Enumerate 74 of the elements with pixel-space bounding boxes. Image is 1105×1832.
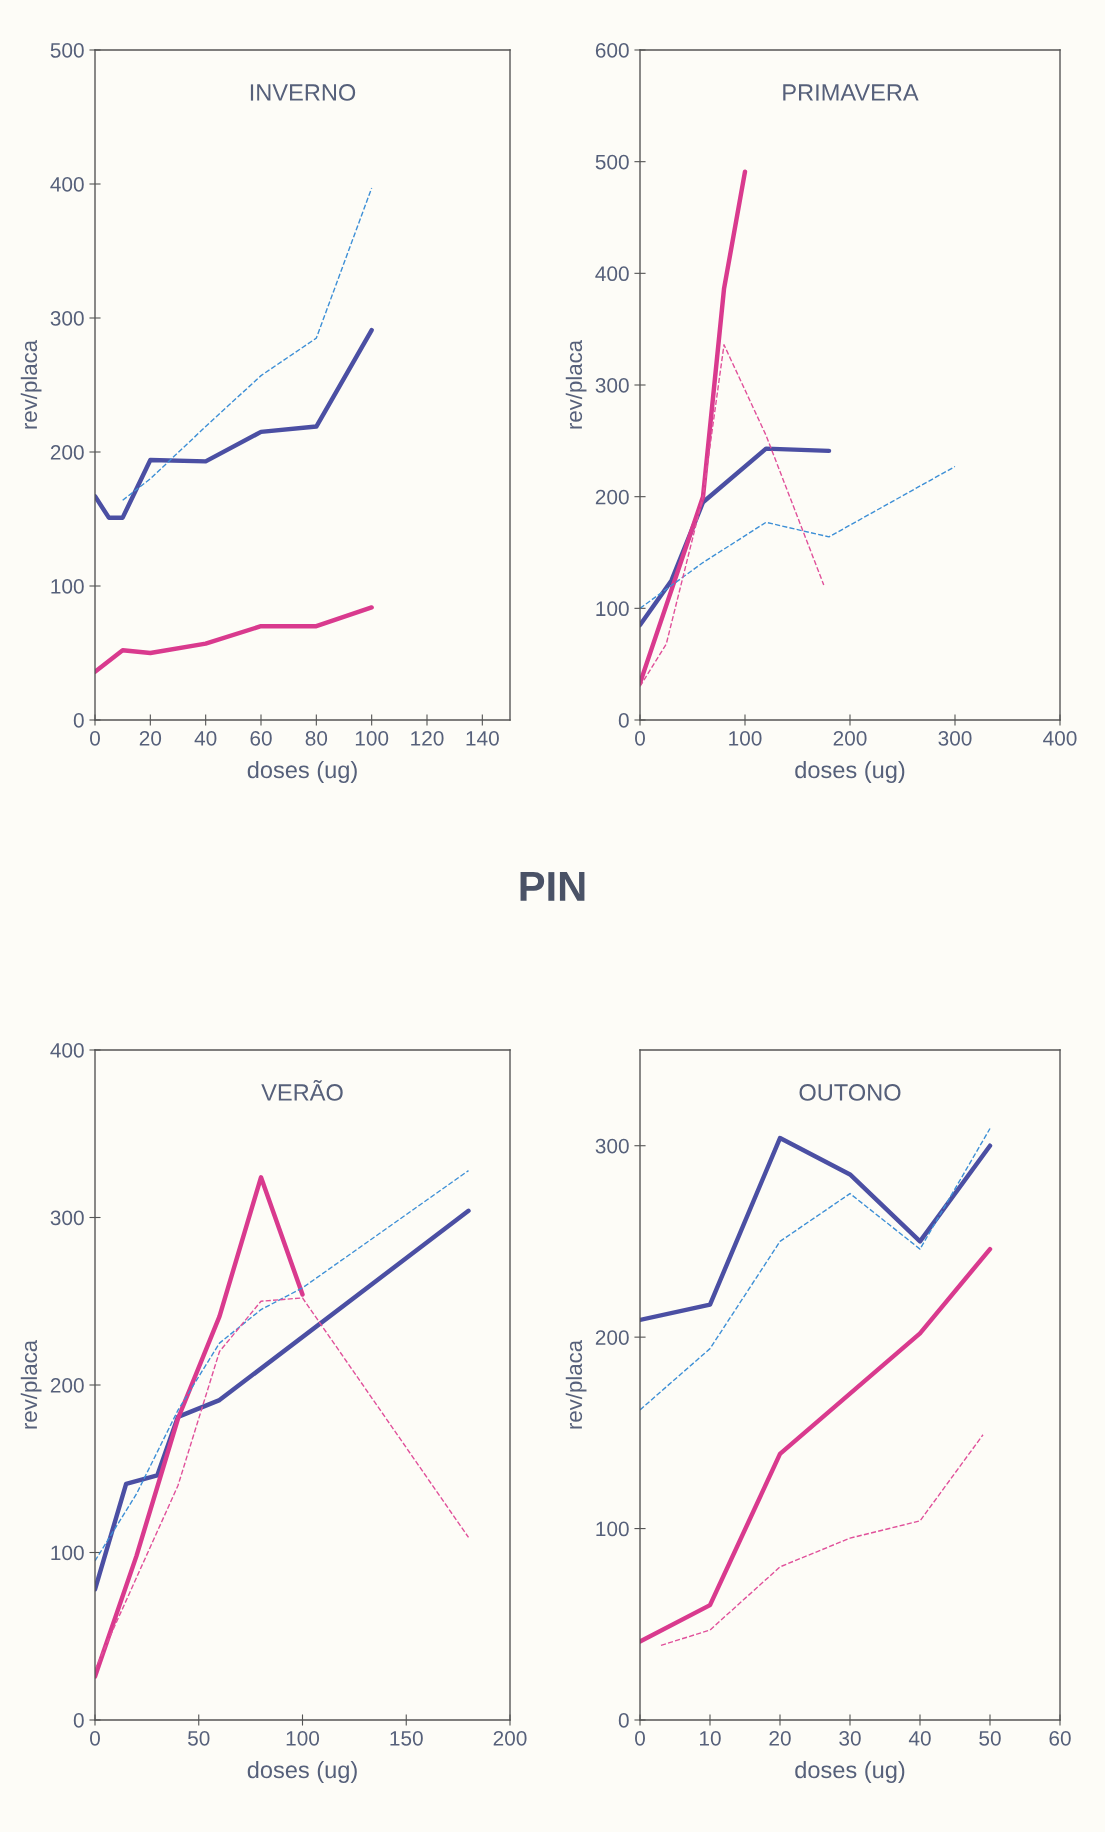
y-axis-title: rev/placa xyxy=(20,339,42,429)
y-tick-label: 100 xyxy=(596,1521,629,1537)
y-tick-label: 400 xyxy=(50,177,84,192)
line-series xyxy=(95,1297,470,1671)
line-series xyxy=(121,187,373,501)
y-axis-title: rev/placa xyxy=(565,339,587,429)
x-tick-label: 20 xyxy=(769,1730,791,1746)
line-series xyxy=(640,1127,991,1411)
x-tick-label: 140 xyxy=(466,730,499,746)
line-series xyxy=(95,605,374,674)
x-tick-label: 100 xyxy=(729,730,762,746)
x-tick-label: 40 xyxy=(908,1730,931,1746)
y-tick-label: 300 xyxy=(595,378,629,393)
line-series xyxy=(640,344,825,688)
line-series xyxy=(95,327,374,520)
x-tick-label: 0 xyxy=(90,1730,100,1746)
x-tick-label: 20 xyxy=(139,730,162,746)
text: PRIMAVERA xyxy=(783,84,919,101)
y-tick-label: 400 xyxy=(595,266,629,282)
y-tick-label: 600 xyxy=(595,43,629,58)
y-tick-label: 0 xyxy=(618,1713,629,1728)
x-tick-label: 60 xyxy=(1049,1730,1071,1746)
y-tick-label: 0 xyxy=(73,1713,84,1728)
line-series xyxy=(95,1169,470,1562)
line-series xyxy=(640,465,956,610)
line-series xyxy=(640,169,748,686)
y-axis-title: rev/placa xyxy=(20,1339,42,1429)
y-tick-label: 100 xyxy=(51,579,84,594)
line-series xyxy=(660,1434,984,1647)
line-series xyxy=(95,1208,471,1592)
text: INVERNO xyxy=(250,84,356,101)
x-tick-label: 40 xyxy=(194,730,217,746)
text: VERÃO xyxy=(261,1079,343,1101)
line-series xyxy=(640,1135,993,1323)
y-tick-label: 200 xyxy=(595,1330,629,1345)
y-tick-label: 400 xyxy=(50,1043,84,1058)
y-tick-label: 500 xyxy=(50,43,84,58)
y-tick-label: 100 xyxy=(51,1545,84,1561)
y-tick-label: 500 xyxy=(595,154,629,170)
y-axis-title: rev/placa xyxy=(565,1339,587,1429)
x-tick-label: 400 xyxy=(1043,730,1077,746)
x-tick-label: 60 xyxy=(250,730,272,746)
x-tick-label: 100 xyxy=(286,1730,320,1746)
x-axis-title: doses (ug) xyxy=(795,1760,905,1783)
y-tick-label: 200 xyxy=(595,489,629,505)
x-tick-label: 100 xyxy=(355,730,389,746)
x-axis-title: doses (ug) xyxy=(795,760,905,783)
text: OUTONO xyxy=(799,1084,901,1101)
y-tick-label: 200 xyxy=(50,445,84,460)
y-tick-label: 300 xyxy=(50,311,84,326)
x-tick-label: 0 xyxy=(635,1730,645,1746)
x-tick-label: 150 xyxy=(390,1730,423,1746)
x-tick-label: 200 xyxy=(493,1730,527,1746)
x-tick-label: 80 xyxy=(305,730,328,746)
y-tick-label: 300 xyxy=(50,1210,84,1226)
y-tick-label: 300 xyxy=(595,1138,629,1154)
x-tick-label: 120 xyxy=(411,730,444,746)
x-tick-label: 200 xyxy=(833,730,867,746)
x-tick-label: 50 xyxy=(979,1730,1001,1746)
y-tick-label: 0 xyxy=(73,713,84,728)
x-tick-label: 30 xyxy=(839,1730,861,1746)
line-series xyxy=(95,1175,305,1679)
text: PIN xyxy=(520,872,585,901)
x-tick-label: 50 xyxy=(188,1730,210,1746)
x-axis-title: doses (ug) xyxy=(247,1760,357,1783)
line-series xyxy=(640,1246,993,1644)
x-tick-label: 0 xyxy=(90,730,100,746)
x-tick-label: 10 xyxy=(700,1730,721,1746)
y-tick-label: 100 xyxy=(596,601,629,617)
x-tick-label: 300 xyxy=(938,730,972,746)
y-tick-label: 200 xyxy=(50,1378,84,1393)
y-tick-label: 0 xyxy=(618,713,629,728)
x-tick-label: 0 xyxy=(635,730,645,746)
x-axis-title: doses (ug) xyxy=(247,760,357,783)
